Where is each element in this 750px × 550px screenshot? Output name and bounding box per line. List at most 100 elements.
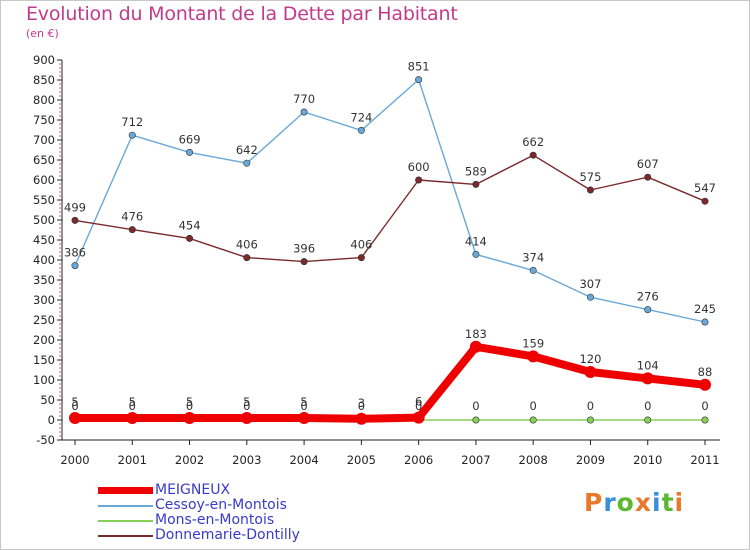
legend-label-cessoy: Cessoy-en-Montois [155,497,287,513]
data-point-meigneux [355,412,368,425]
data-label-mons-en-montois: 0 [71,399,78,413]
data-point-mons-en-montois [472,416,480,424]
data-point-cessoy-en-montois [300,108,308,116]
data-point-donnemarie-dontilly [415,176,423,184]
series-layer [69,76,711,425]
y-tick-label: 650 [33,153,55,167]
y-tick-label: 850 [33,73,55,87]
logo-letter: i [652,488,662,517]
data-label-cessoy-en-montois: 414 [465,234,487,248]
y-tick-label: 550 [33,193,55,207]
logo-letter: t [661,488,675,517]
data-label-donnemarie-dontilly: 454 [179,218,201,232]
x-tick-label: 2011 [690,453,719,467]
data-point-mons-en-montois [701,416,709,424]
legend-swatch-cessoy [98,505,153,507]
data-point-meigneux [584,366,597,378]
data-label-donnemarie-dontilly: 396 [293,242,315,256]
data-point-meigneux [469,340,482,353]
data-point-donnemarie-dontilly [644,173,652,181]
data-point-cessoy-en-montois [357,126,365,134]
data-label-mons-en-montois: 0 [186,399,193,413]
data-label-mons-en-montois: 0 [472,399,479,413]
x-tick-label: 2001 [118,453,147,467]
data-point-cessoy-en-montois [644,306,652,314]
data-point-cessoy-en-montois [472,250,480,258]
data-label-mons-en-montois: 0 [358,399,365,413]
series-line-meigneux [71,342,709,423]
data-point-meigneux [699,378,711,391]
data-label-donnemarie-dontilly: 589 [465,164,487,178]
data-label-mons-en-montois: 0 [701,399,708,413]
data-label-mons-en-montois: 0 [129,399,136,413]
y-tick-label: 200 [33,333,55,347]
logo-letter: P [584,488,604,517]
data-label-cessoy-en-montois: 307 [579,277,601,291]
data-label-donnemarie-dontilly: 575 [579,170,601,184]
y-tick-label: 750 [33,113,55,127]
data-point-meigneux [69,412,81,424]
y-tick-label: 350 [33,273,55,287]
x-tick-label: 2008 [519,453,548,467]
chart-subtitle: (en €) [26,27,59,40]
x-tick-label: 2006 [404,453,433,467]
y-tick-label: 450 [33,233,55,247]
legend-label-meigneux: MEIGNEUX [155,482,231,498]
y-tick-label: 300 [33,293,55,307]
data-label-meigneux: 6 [415,395,422,409]
data-point-donnemarie-dontilly [128,226,136,234]
data-point-cessoy-en-montois [586,293,594,301]
data-point-cessoy-en-montois [186,148,194,156]
data-label-donnemarie-dontilly: 662 [522,135,544,149]
data-point-mons-en-montois [644,416,652,424]
data-point-donnemarie-dontilly [300,258,308,266]
series-line-donnemarie-dontilly [74,154,706,263]
y-tick-label: 100 [33,373,55,387]
data-label-meigneux: 104 [637,358,659,372]
data-label-mons-en-montois: 0 [243,399,250,413]
data-label-cessoy-en-montois: 770 [293,92,315,106]
data-label-donnemarie-dontilly: 547 [694,181,716,195]
data-label-cessoy-en-montois: 642 [236,143,258,157]
data-label-mons-en-montois: 0 [415,399,422,413]
chart-title: Evolution du Montant de la Dette par Hab… [26,3,458,25]
data-point-meigneux [240,412,253,424]
data-point-cessoy-en-montois [701,318,709,326]
data-labels-layer: 5 5 5 5 5 3 6 183 159 120 104 88 386 712 669 642 770 724 8… [64,60,716,413]
proxiti-logo: Proxiti [584,488,684,517]
data-point-mons-en-montois [529,416,537,424]
legend-label-mons: Mons-en-Montois [155,512,275,528]
data-point-cessoy-en-montois [128,131,136,139]
x-tick-label: 2007 [461,453,490,467]
logo-letter: r [603,488,617,517]
series-line-cessoy-en-montois [74,78,706,323]
data-label-meigneux: 3 [358,396,365,410]
legend-label-donnemarie: Donnemarie-Dontilly [155,527,300,543]
data-point-cessoy-en-montois [71,262,79,270]
data-label-mons-en-montois: 0 [587,399,594,413]
data-label-donnemarie-dontilly: 600 [408,160,430,174]
data-label-donnemarie-dontilly: 406 [350,238,372,252]
legend-swatch-donnemarie [98,535,153,537]
data-label-cessoy-en-montois: 374 [522,250,544,264]
y-tick-label: 0 [48,413,55,427]
x-tick-label: 2010 [633,453,662,467]
data-label-donnemarie-dontilly: 406 [236,238,258,252]
logo-letter: x [634,488,652,517]
data-label-meigneux: 88 [698,365,713,379]
data-label-mons-en-montois: 0 [300,399,307,413]
y-tick-label: 800 [33,93,55,107]
data-point-donnemarie-dontilly [243,254,251,262]
data-label-cessoy-en-montois: 851 [408,60,430,74]
data-label-meigneux: 183 [465,327,487,341]
data-point-donnemarie-dontilly [472,180,480,188]
data-point-meigneux [412,411,425,424]
data-label-mons-en-montois: 0 [644,399,651,413]
data-point-donnemarie-dontilly [586,186,594,194]
data-point-donnemarie-dontilly [186,234,194,242]
legend-item-donnemarie: Donnemarie-Dontilly [98,527,418,543]
y-tick-label: 400 [33,253,55,267]
data-point-meigneux [126,412,139,424]
legend-swatch-mons [98,520,153,522]
